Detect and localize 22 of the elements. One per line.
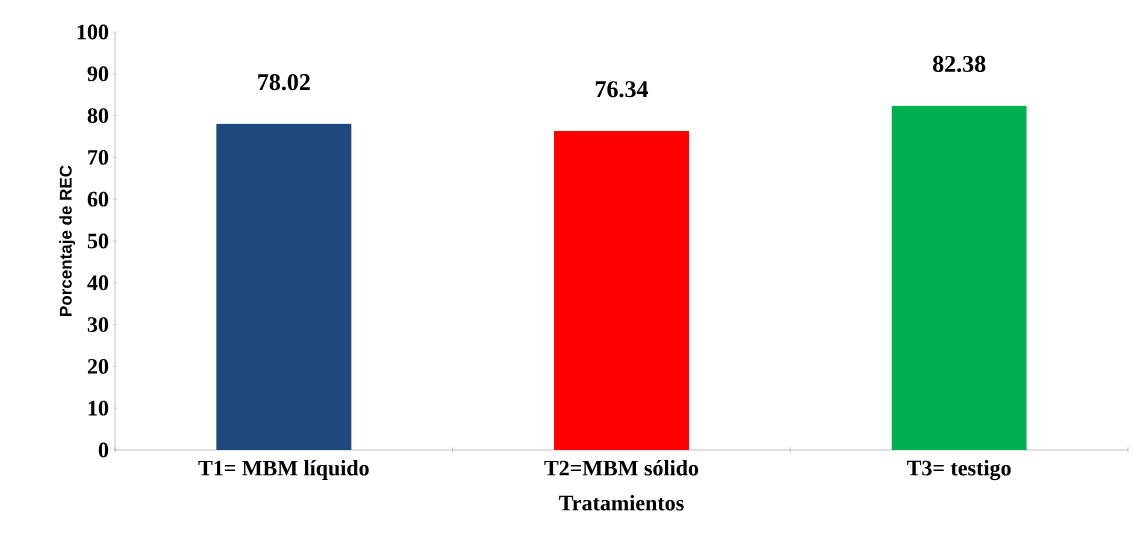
y-tick-label: 100 [77, 24, 109, 40]
y-tick-label: 90 [87, 66, 109, 82]
y-tick-label: 80 [87, 108, 109, 124]
x-tick-label: T2=MBM sólido [544, 460, 699, 476]
bar [554, 130, 689, 450]
y-tick-label: 20 [87, 358, 109, 374]
x-tick-label: T3= testigo [907, 460, 1011, 481]
y-tick-label: 50 [87, 233, 109, 249]
y-axis-title: Porcentaje de REC [59, 165, 76, 316]
y-tick-label: 70 [88, 149, 109, 165]
y-tick-label: 40 [87, 275, 109, 291]
x-tick-label: T1= MBM líquido [198, 460, 369, 480]
y-tick-label: 60 [87, 191, 109, 207]
y-tick-label: 30 [87, 317, 109, 333]
bar [216, 123, 352, 450]
data-label: 82.38 [932, 55, 986, 73]
data-label: 76.34 [595, 81, 649, 98]
bar [891, 105, 1027, 450]
x-axis-title: Tratamientos [559, 495, 684, 511]
y-tick-label: 10 [88, 400, 109, 416]
y-tick-label: 0 [98, 442, 109, 458]
data-label: 78.02 [258, 74, 310, 91]
